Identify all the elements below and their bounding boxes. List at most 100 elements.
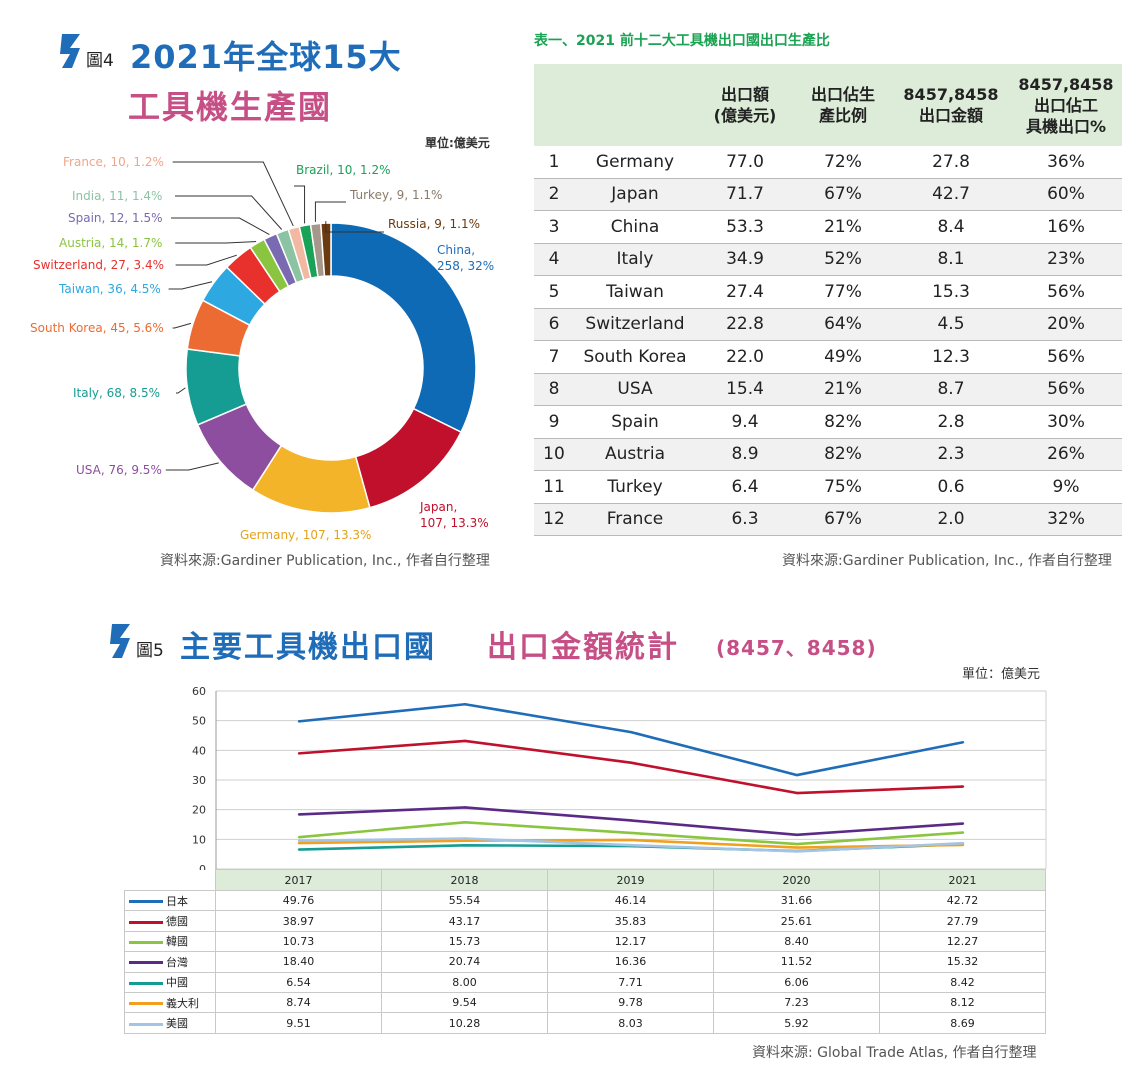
rank-cell: 2	[534, 178, 574, 211]
donut-leader-line	[314, 201, 346, 222]
donut-leader-line	[168, 281, 213, 290]
y-tick-label: 0	[199, 863, 206, 875]
country-cell: Italy	[574, 243, 696, 276]
donut-label-russia: Russia, 9, 1.1%	[388, 217, 480, 231]
country-cell: China	[574, 210, 696, 244]
data-value-cell: 43.17	[381, 910, 548, 932]
donut-label-china: China, 258, 32%	[437, 243, 495, 273]
series-point	[297, 835, 301, 839]
data-value-cell: 9.78	[547, 991, 714, 1014]
donut-label-japan: Japan, 107, 13.3%	[420, 500, 489, 530]
figure-4-label: 圖4	[86, 51, 114, 71]
header-country	[574, 64, 696, 146]
series-point	[297, 841, 301, 845]
series-name: 中國	[166, 976, 188, 990]
legend-key	[129, 920, 163, 924]
export-value-cell: 22.8	[696, 308, 794, 341]
share-8457-cell: 32%	[1010, 503, 1122, 536]
country-cell: USA	[574, 373, 696, 406]
figure-5-title-suffix: (8457、8458)	[716, 636, 877, 660]
series-point	[463, 806, 467, 809]
export-ratio-cell: 21%	[794, 210, 892, 244]
series-point	[463, 821, 467, 824]
series-point	[629, 819, 633, 822]
data-table-row: 中國 6.54 8.00 7.71 6.06 8.42	[124, 971, 1046, 993]
table-row: 12 France 6.3 67% 2.0 32%	[534, 503, 1122, 536]
export-value-cell: 22.0	[696, 340, 794, 374]
country-cell: Turkey	[574, 470, 696, 504]
share-8457-cell: 26%	[1010, 438, 1122, 471]
share-8457-cell: 16%	[1010, 210, 1122, 244]
figure-5-source: 資料來源: Global Trade Atlas, 作者自行整理	[752, 1045, 1037, 1061]
data-value-cell: 10.73	[215, 930, 382, 953]
y-tick-label: 20	[192, 804, 206, 817]
export-value-cell: 27.4	[696, 275, 794, 309]
data-value-cell: 46.14	[547, 889, 714, 912]
export-value-cell: 15.4	[696, 373, 794, 406]
header-8457-amount-text: 8457,8458 出口金額	[903, 85, 999, 125]
series-legend-cell: 中國	[124, 971, 216, 993]
donut-label-germany: Germany, 107, 13.3%	[240, 528, 372, 542]
legend-key	[129, 961, 163, 965]
series-point	[961, 842, 965, 845]
donut-leader-line	[172, 161, 294, 227]
table-row: 5 Taiwan 27.4 77% 15.3 56%	[534, 275, 1122, 309]
donut-label-south-korea: South Korea, 45, 5.6%	[30, 321, 164, 335]
share-8457-cell: 56%	[1010, 373, 1122, 406]
figure-4-unit: 單位:億美元	[425, 136, 490, 150]
export-ratio-cell: 75%	[794, 470, 892, 504]
share-8457-cell: 36%	[1010, 146, 1122, 179]
header-export-value-text: 出口額 (億美元)	[713, 85, 777, 125]
series-line-1	[298, 739, 964, 795]
country-cell: France	[574, 503, 696, 536]
series-name: 日本	[166, 894, 188, 908]
x-tick-label: 2017	[215, 869, 382, 891]
country-cell: Spain	[574, 405, 696, 439]
data-value-cell: 31.66	[713, 889, 880, 912]
table-row: 2 Japan 71.7 67% 42.7 60%	[534, 178, 1122, 211]
data-value-cell: 38.97	[215, 910, 382, 932]
export-ratio-cell: 52%	[794, 243, 892, 276]
figure-marker-icon	[110, 624, 130, 658]
export-value-cell: 77.0	[696, 146, 794, 179]
series-point	[463, 839, 467, 842]
export-value-cell: 34.9	[696, 243, 794, 276]
data-table-row: 義大利 8.74 9.54 9.78 7.23 8.12	[124, 991, 1046, 1014]
table-row: 1 Germany 77.0 72% 27.8 36%	[534, 146, 1122, 179]
header-export-ratio: 出口佔生 產比例	[794, 64, 892, 146]
x-tick-label: 2018	[381, 869, 548, 891]
data-value-cell: 9.54	[381, 991, 548, 1014]
amount-8457-cell: 42.7	[892, 178, 1010, 211]
legend-key	[129, 940, 163, 944]
series-point	[795, 833, 799, 837]
header-rank	[534, 64, 574, 146]
x-tick-label: 2020	[713, 869, 880, 891]
series-point	[795, 850, 799, 853]
share-8457-cell: 30%	[1010, 405, 1122, 439]
export-ratio-cell: 77%	[794, 275, 892, 309]
data-value-cell: 55.54	[381, 889, 548, 912]
amount-8457-cell: 12.3	[892, 340, 1010, 374]
series-legend-cell: 美國	[124, 1012, 216, 1034]
share-8457-cell: 23%	[1010, 243, 1122, 276]
series-point	[961, 831, 965, 834]
export-ratio-cell: 67%	[794, 503, 892, 536]
figure-marker-icon	[60, 34, 80, 68]
table-header-row: 出口額 (億美元) 出口佔生 產比例 8457,8458 出口金額 8457,8…	[534, 64, 1122, 146]
country-cell: Germany	[574, 146, 696, 179]
rank-cell: 3	[534, 210, 574, 244]
header-export-value: 出口額 (億美元)	[696, 64, 794, 146]
data-value-cell: 8.42	[879, 971, 1046, 993]
series-point	[795, 791, 799, 795]
donut-slice-japan	[354, 407, 463, 509]
series-legend-cell: 德國	[124, 910, 216, 932]
figure-5-title-pink: 出口金額統計	[487, 630, 679, 665]
series-name: 美國	[166, 1017, 188, 1031]
series-point	[795, 842, 799, 846]
export-value-cell: 8.9	[696, 438, 794, 471]
export-value-cell: 6.3	[696, 503, 794, 536]
data-value-cell: 42.72	[879, 889, 1046, 912]
export-ratio-cell: 82%	[794, 405, 892, 439]
export-ratio-cell: 49%	[794, 340, 892, 374]
series-name: 韓國	[166, 935, 188, 949]
